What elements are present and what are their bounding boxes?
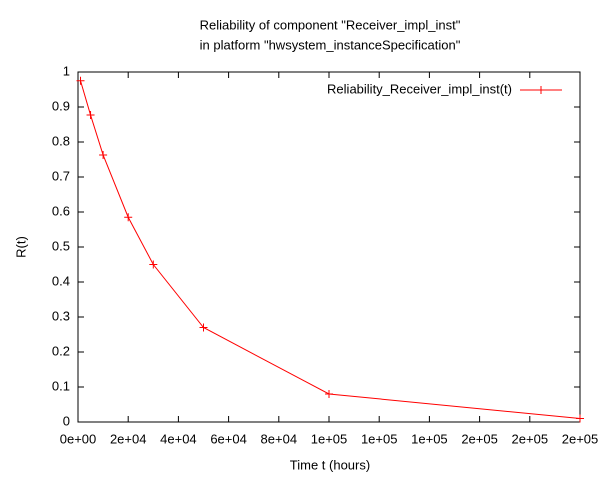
y-tick-label: 0.4 (52, 273, 70, 288)
y-tick-label: 0.8 (52, 133, 70, 148)
chart-title: Reliability of component "Receiver_impl_… (200, 17, 461, 32)
point-marker (537, 86, 545, 94)
point-marker (325, 390, 333, 398)
y-tick-label: 0.2 (52, 343, 70, 358)
x-tick-label: 0e+00 (60, 431, 97, 446)
y-tick-label: 0.3 (52, 308, 70, 323)
point-marker (576, 414, 584, 423)
x-tick-label: 1e+05 (411, 431, 448, 446)
point-marker (149, 260, 158, 269)
x-axis-label: Time t (hours) (290, 457, 370, 472)
x-tick-label: 1e+05 (361, 431, 398, 446)
y-tick-label: 0.7 (52, 168, 70, 183)
chart-subtitle: in platform "hwsystem_instanceSpecificat… (200, 37, 461, 52)
x-tick-label: 2e+05 (512, 431, 549, 446)
x-tick-label: 1e+05 (311, 431, 348, 446)
point-marker (86, 111, 95, 120)
y-tick-label: 0 (63, 413, 70, 428)
y-tick-label: 0.5 (52, 238, 70, 253)
series-line (80, 80, 581, 419)
legend-label: Reliability_Receiver_impl_inst(t) (327, 81, 512, 96)
y-tick-label: 1 (63, 63, 70, 78)
point-marker (124, 213, 133, 222)
y-tick-label: 0.9 (52, 98, 70, 113)
y-tick-label: 0.6 (52, 203, 70, 218)
x-tick-label: 6e+04 (210, 431, 247, 446)
x-tick-label: 2e+04 (110, 431, 147, 446)
y-axis-label: R(t) (13, 236, 28, 258)
x-tick-label: 2e+05 (461, 431, 498, 446)
point-marker (76, 76, 85, 85)
point-marker (99, 150, 108, 159)
plot-frame (77, 71, 581, 423)
y-tick-label: 0.1 (52, 378, 70, 393)
x-tick-label: 2e+05 (562, 431, 599, 446)
point-marker (199, 323, 208, 332)
x-tick-label: 8e+04 (261, 431, 298, 446)
x-tick-label: 4e+04 (160, 431, 197, 446)
